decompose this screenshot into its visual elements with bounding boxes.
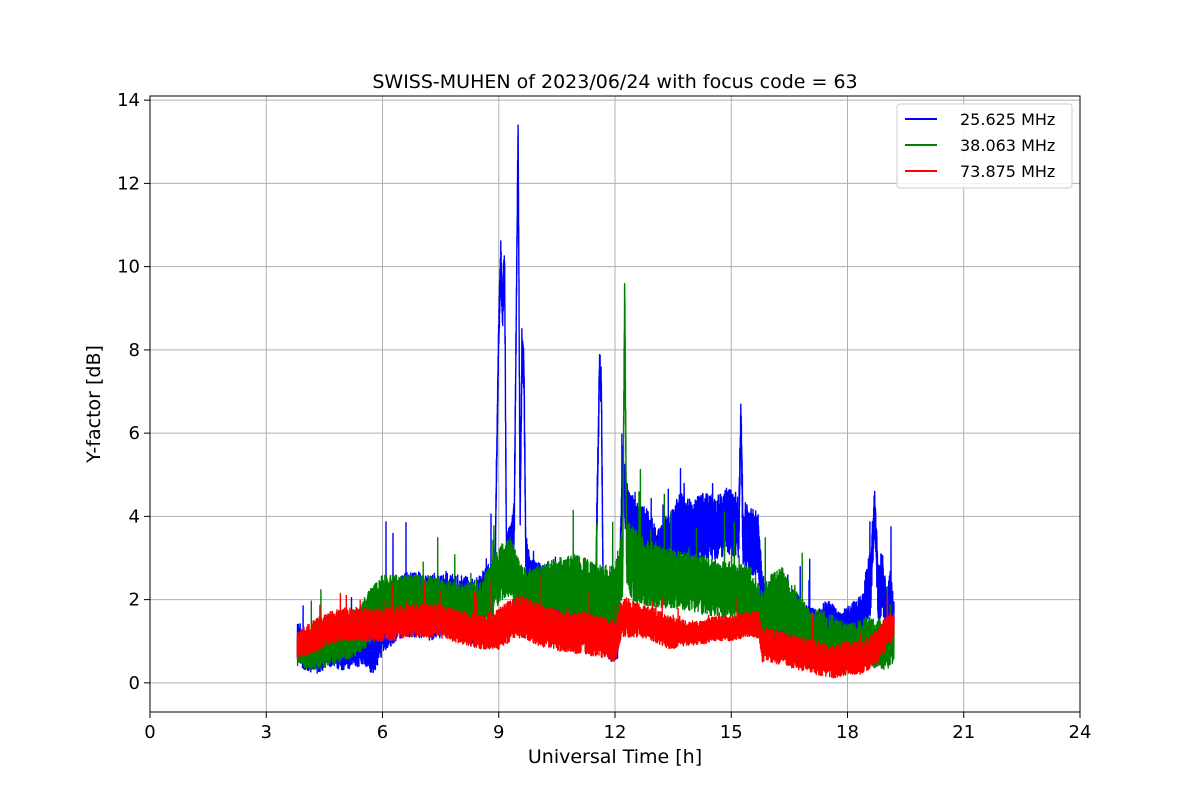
y-tick-label: 8 <box>129 340 140 361</box>
x-tick-label: 0 <box>144 722 155 743</box>
x-tick-label: 6 <box>377 722 388 743</box>
y-tick-label: 6 <box>129 423 140 444</box>
legend-label: 38.063 MHz <box>960 136 1055 155</box>
legend-box <box>896 103 1073 189</box>
x-tick-label: 15 <box>720 722 743 743</box>
x-tick-label: 12 <box>604 722 627 743</box>
x-tick-label: 18 <box>836 722 859 743</box>
x-axis-label: Universal Time [h] <box>528 746 702 768</box>
grid <box>149 96 1081 712</box>
chart-title: SWISS-MUHEN of 2023/06/24 with focus cod… <box>372 71 857 93</box>
legend-label: 25.625 MHz <box>960 110 1055 129</box>
x-tick-label: 9 <box>493 722 504 743</box>
x-tick-label: 21 <box>952 722 975 743</box>
y-tick-label: 2 <box>129 590 140 611</box>
y-tick-label: 10 <box>117 257 140 278</box>
series-layer <box>296 124 895 679</box>
y-tick-label: 12 <box>117 173 140 194</box>
y-tick-label: 0 <box>129 673 140 694</box>
legend-label: 73.875 MHz <box>960 162 1055 181</box>
legend: 25.625 MHz 38.063 MHz 73.875 MHz <box>896 103 1073 189</box>
x-tick-label: 3 <box>261 722 272 743</box>
y-tick-label: 4 <box>129 506 140 527</box>
y-axis-label: Y-factor [dB] <box>83 345 105 464</box>
series-line-3 <box>296 573 895 679</box>
y-tick-label: 14 <box>117 90 140 111</box>
x-tick-label: 24 <box>1069 722 1092 743</box>
series-line-2 <box>296 283 895 674</box>
